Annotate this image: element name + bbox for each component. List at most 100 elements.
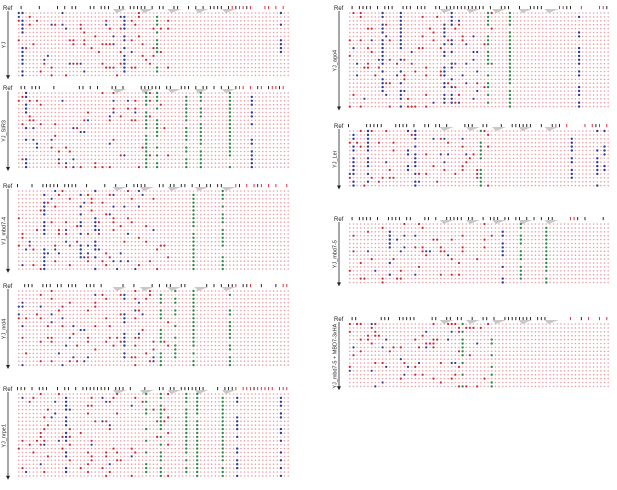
cpg-dot [226, 302, 228, 304]
cpg-dot [109, 162, 111, 164]
cpg-dot [255, 241, 257, 243]
cpg-dot [269, 32, 271, 34]
cpg-dot [175, 131, 177, 133]
cpg-dot [105, 225, 107, 227]
cpg-dot [109, 198, 111, 200]
cpg-dot [251, 127, 253, 129]
cpg-dot [149, 294, 151, 296]
cpg-dot [258, 55, 260, 57]
cpg-dot [266, 92, 268, 94]
cpg-dot [171, 190, 173, 192]
cpg-dot [204, 225, 206, 227]
cpg-dot [182, 210, 184, 212]
cpg-dot [58, 116, 60, 118]
cpg-dot [200, 298, 202, 300]
cpg-dot [40, 92, 42, 94]
cpg-dot [215, 96, 217, 98]
cpg-dot [135, 116, 137, 118]
alignment-wedge [194, 9, 208, 13]
cpg-dot [269, 127, 271, 129]
cpg-dot [33, 104, 35, 106]
cpg-dot [240, 264, 242, 266]
cpg-dot [54, 43, 56, 45]
cpg-dot [218, 233, 220, 235]
cpg-dot [255, 36, 257, 38]
cpg-dot [156, 298, 158, 300]
cpg-dot [18, 241, 20, 243]
cpg-dot [164, 166, 166, 168]
cpg-dot [211, 16, 213, 18]
cpg-dot [222, 36, 224, 38]
cpg-dot [156, 210, 158, 212]
cpg-dot [36, 43, 38, 45]
cpg-dot [189, 20, 191, 22]
cpg-dot [98, 306, 100, 308]
cpg-dot [171, 75, 173, 77]
cpg-dot [62, 28, 64, 30]
cpg-dot [47, 59, 49, 61]
cpg-dot [120, 92, 122, 94]
cpg-dot [40, 245, 42, 247]
cpg-dot [91, 147, 93, 149]
cpg-dot [186, 202, 188, 204]
cpg-dot [196, 166, 198, 168]
cpg-dot [189, 120, 191, 122]
cpg-dot [240, 123, 242, 125]
cpg-dot [178, 306, 180, 308]
cpg-dot [196, 127, 198, 129]
cpg-dot [189, 253, 191, 255]
cpg-dot [58, 306, 60, 308]
cpg-dot [255, 24, 257, 26]
cpg-dot [69, 162, 71, 164]
cpg-dot [273, 135, 275, 137]
cpg-dot [149, 154, 151, 156]
cpg-dot [178, 96, 180, 98]
cpg-dot [29, 298, 31, 300]
cpg-dot [29, 40, 31, 42]
cpg-dot [247, 92, 249, 94]
cpg-dot [149, 166, 151, 168]
cpg-dot [287, 155, 289, 157]
cpg-dot [120, 252, 122, 254]
cpg-dot [22, 253, 24, 255]
cpg-dot [193, 36, 195, 38]
cpg-dot [120, 147, 122, 149]
ref-mark [21, 86, 22, 89]
cpg-dot [87, 47, 89, 49]
cpg-dot [211, 249, 213, 251]
cpg-dot [153, 20, 155, 22]
cpg-dot [105, 20, 107, 22]
cpg-dot [80, 139, 82, 141]
cpg-dot [247, 51, 249, 53]
cpg-dot [255, 108, 257, 110]
cpg-dot [229, 214, 231, 216]
cpg-dot [62, 249, 64, 251]
cpg-dot [258, 40, 260, 42]
cpg-dot [98, 75, 100, 77]
cpg-dot [18, 159, 20, 161]
cpg-dot [44, 198, 46, 200]
cpg-dot [69, 28, 71, 30]
cpg-dot [236, 92, 238, 94]
cpg-dot [25, 92, 27, 94]
ref-mark [163, 184, 164, 187]
cpg-dot [251, 158, 253, 160]
cpg-dot [109, 245, 111, 247]
cpg-dot [287, 67, 289, 69]
cpg-dot [22, 218, 24, 220]
cpg-dot [262, 166, 264, 168]
cpg-dot [142, 225, 144, 227]
cpg-dot [178, 310, 180, 312]
cpg-dot [211, 75, 213, 77]
cpg-dot [240, 67, 242, 69]
cpg-dot [65, 225, 67, 227]
cpg-dot [25, 147, 27, 149]
cpg-dot [277, 135, 279, 137]
cpg-dot [200, 225, 202, 227]
cpg-dot [131, 127, 133, 129]
cpg-dot [207, 159, 209, 161]
cpg-dot [287, 166, 289, 168]
cpg-dot [160, 123, 162, 125]
cpg-dot [80, 67, 82, 69]
cpg-dot [284, 147, 286, 149]
